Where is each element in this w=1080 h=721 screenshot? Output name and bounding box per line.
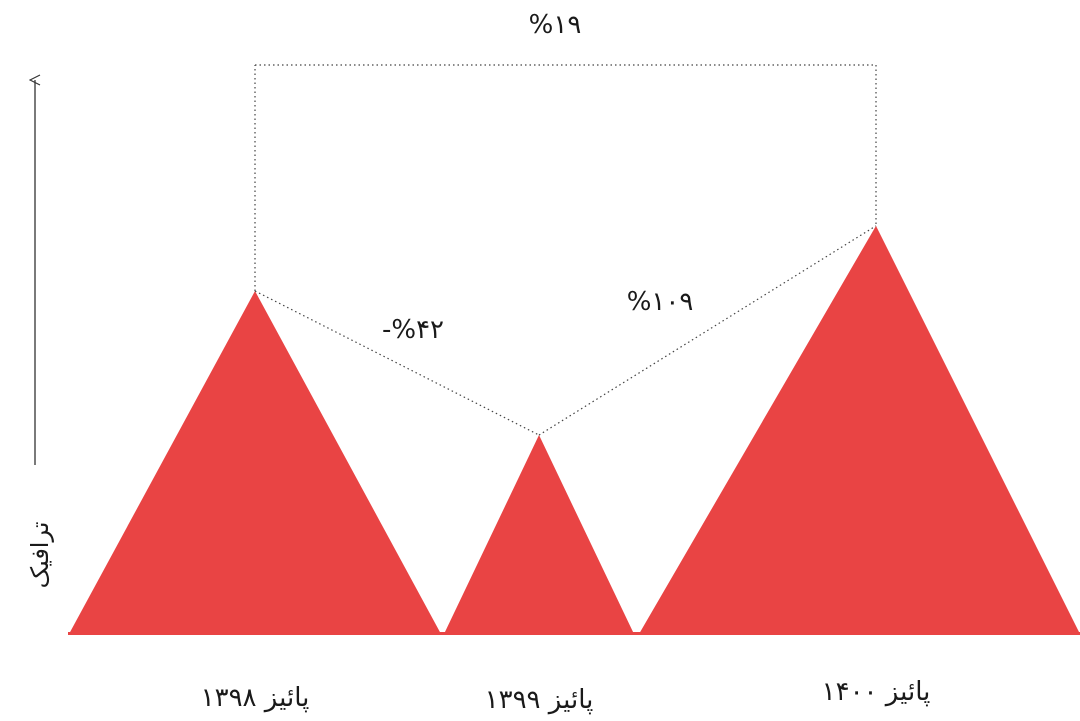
triangle-marks <box>69 225 1080 634</box>
change-connectors <box>254 64 877 436</box>
change-label-1399-1400: %۱۰۹ <box>627 287 694 317</box>
triangle-bar-2 <box>639 225 1080 634</box>
connector-1399-1400 <box>538 225 877 436</box>
y-axis-title: ترافیک <box>26 522 54 589</box>
triangle-bar-0 <box>69 291 441 634</box>
category-label-1400: پائیز ۱۴۰۰ <box>822 677 931 707</box>
change-label-1398-1399: -%۴۲ <box>382 315 444 345</box>
change-label-1398-1400: %۱۹ <box>529 10 582 40</box>
triangle-bar-1 <box>444 435 634 634</box>
category-label-1398: پائیز ۱۳۹۸ <box>201 683 310 713</box>
category-label-1399: پائیز ۱۳۹۹ <box>485 685 594 715</box>
